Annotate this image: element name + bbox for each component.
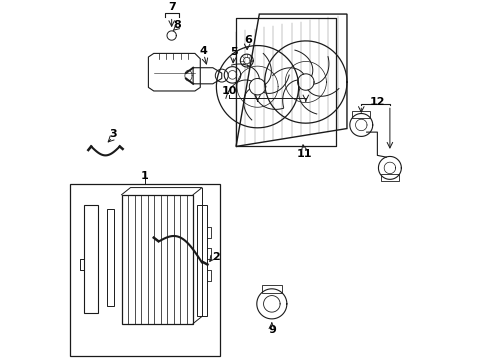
Text: 12: 12 xyxy=(369,97,385,107)
Text: 3: 3 xyxy=(109,129,117,139)
Text: 9: 9 xyxy=(268,325,276,335)
Text: 6: 6 xyxy=(244,35,252,45)
Bar xyxy=(262,285,282,293)
Text: 7: 7 xyxy=(168,2,175,12)
Text: 1: 1 xyxy=(141,171,148,181)
Text: 8: 8 xyxy=(173,20,181,30)
Text: 5: 5 xyxy=(230,47,238,57)
Bar xyxy=(122,195,193,324)
Text: 4: 4 xyxy=(200,46,208,56)
Bar xyxy=(352,111,370,118)
Text: 10: 10 xyxy=(221,86,237,96)
Text: 11: 11 xyxy=(296,149,312,159)
Bar xyxy=(70,184,220,356)
Bar xyxy=(381,174,399,181)
Text: 2: 2 xyxy=(213,252,220,262)
